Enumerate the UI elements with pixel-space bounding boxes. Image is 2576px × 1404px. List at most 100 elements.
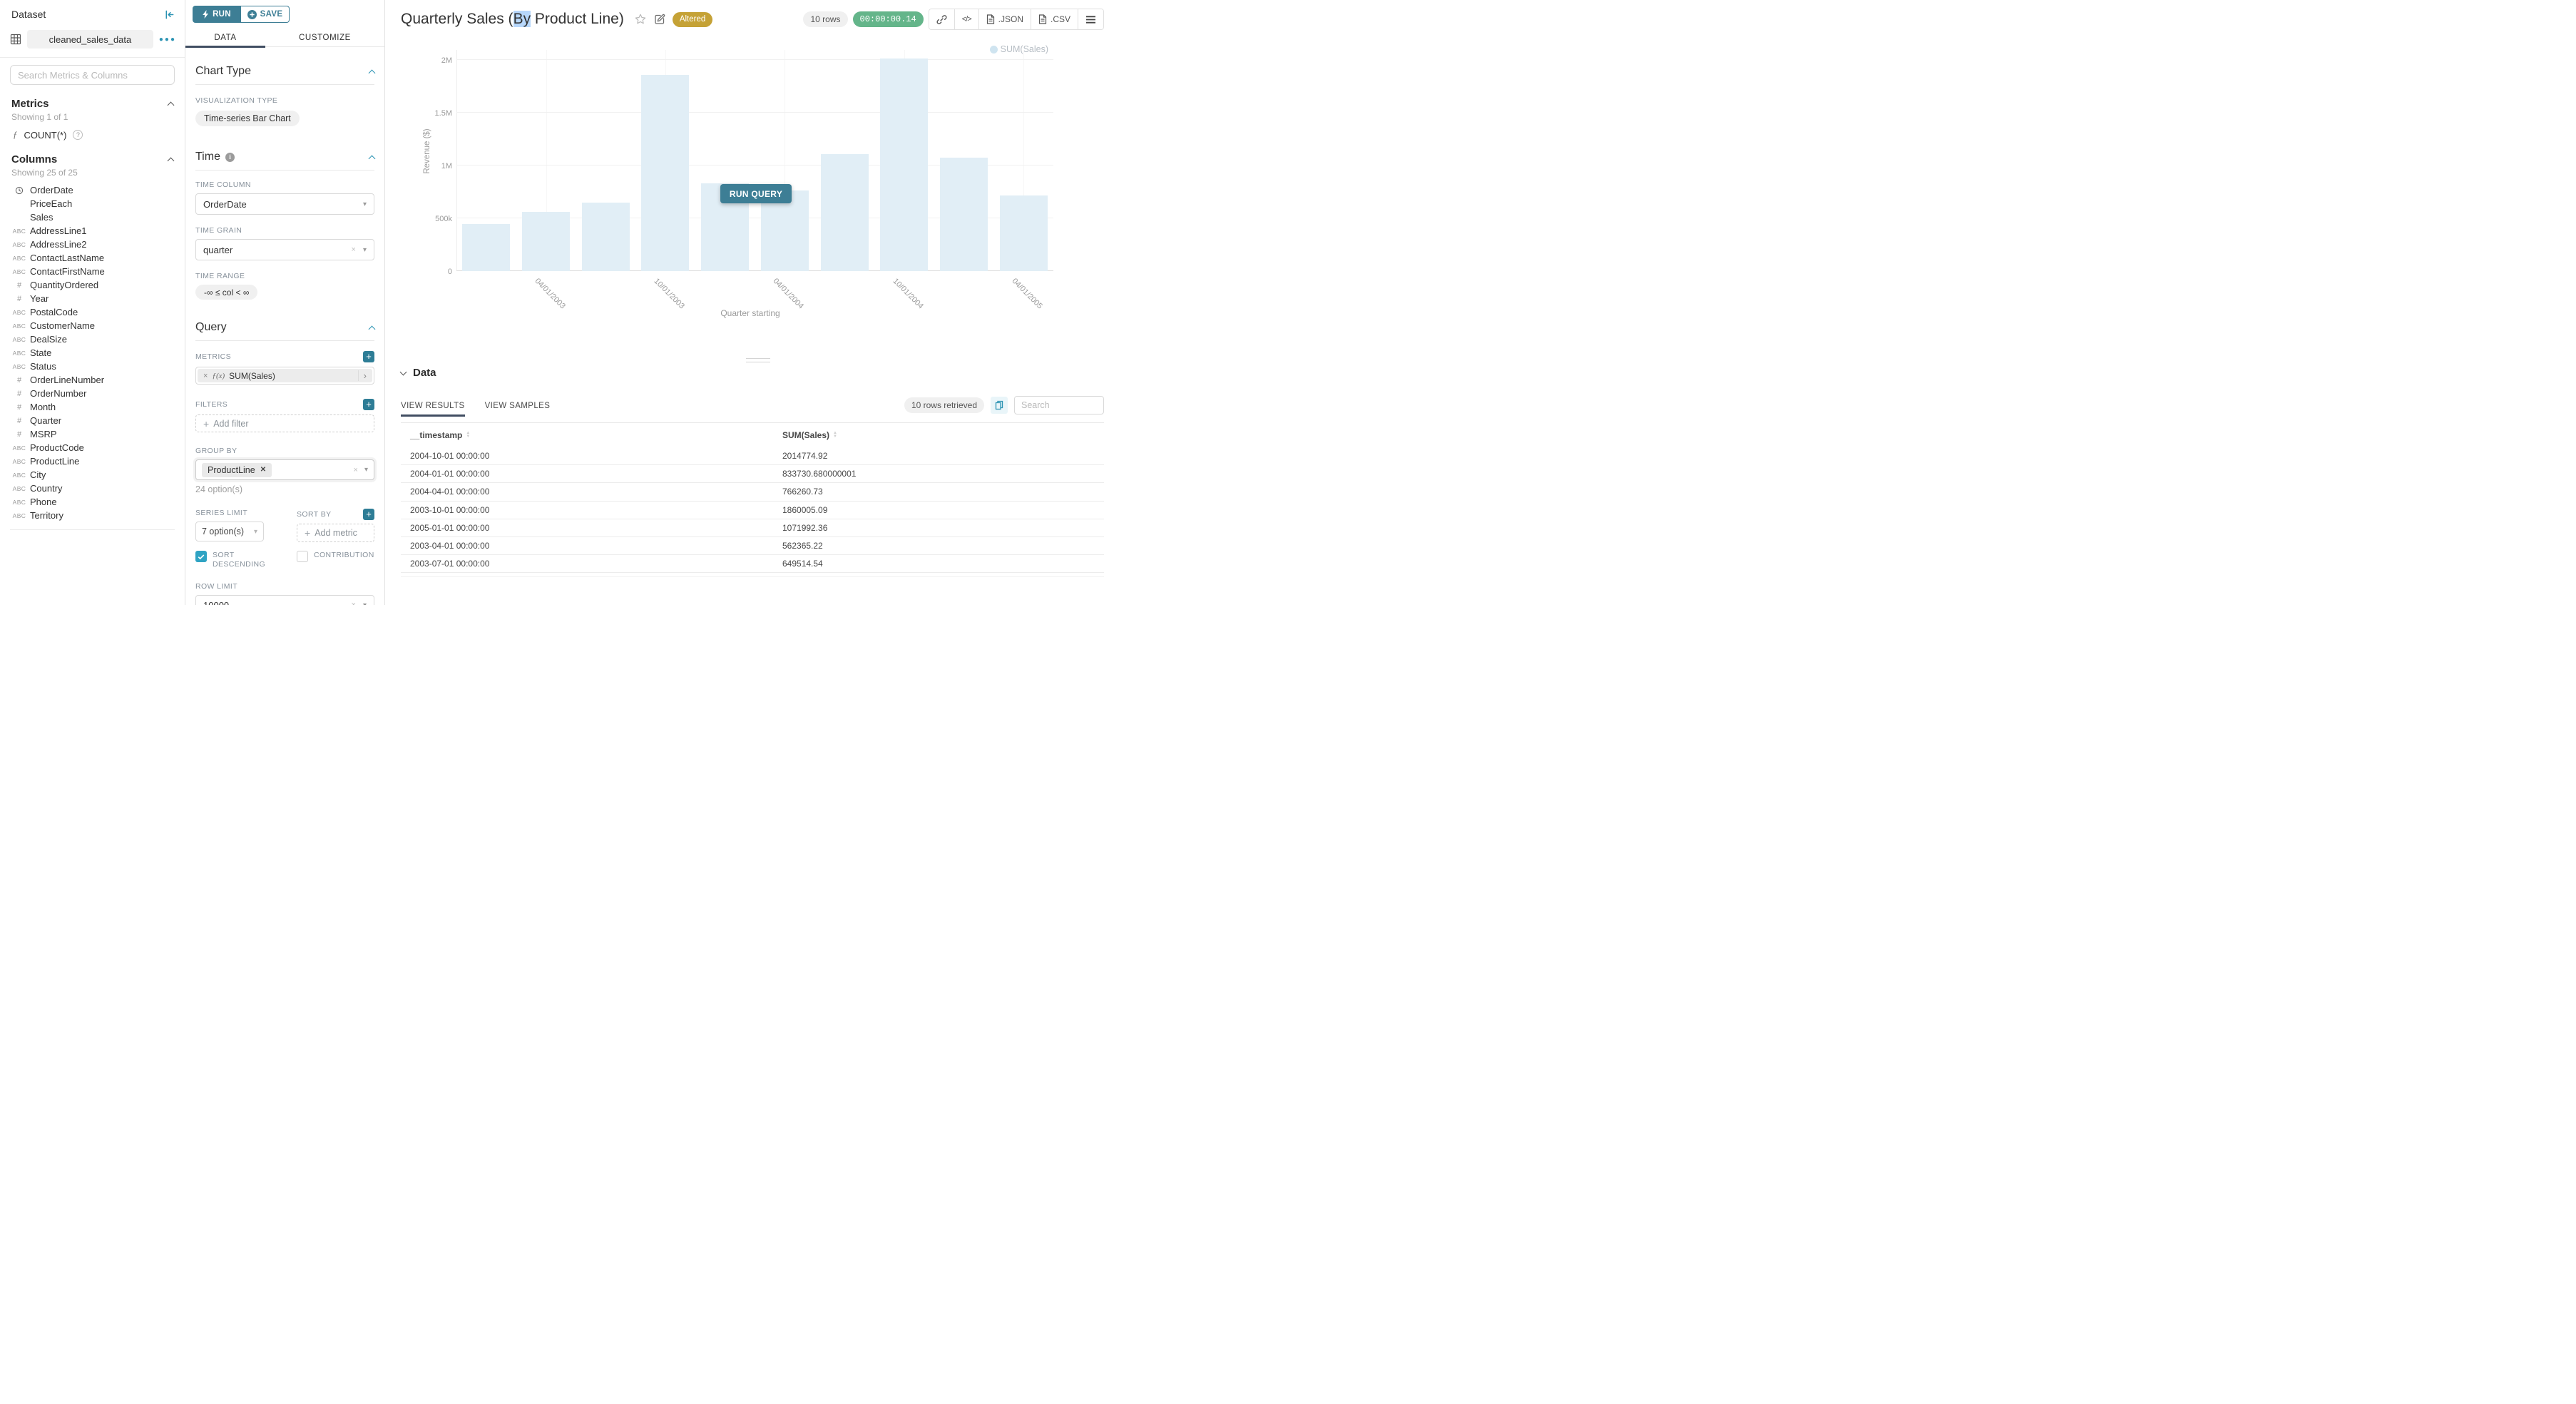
- tab-data[interactable]: DATA: [185, 29, 265, 48]
- viz-type-label: VISUALIZATION TYPE: [195, 96, 278, 105]
- bar-2005-04-01[interactable]: [999, 195, 1048, 271]
- bar-2004-04-01[interactable]: [760, 190, 809, 271]
- column-item-phone[interactable]: ABC Phone: [0, 495, 185, 509]
- export-csv-button[interactable]: .CSV: [1031, 9, 1078, 29]
- row-limit-select[interactable]: 10000 × ▾: [195, 595, 374, 605]
- embed-code-button[interactable]: </>: [954, 9, 979, 29]
- data-panel-toggle[interactable]: Data: [399, 367, 1104, 379]
- hamburger-icon: [1086, 15, 1095, 24]
- column-item-contactfirstname[interactable]: ABC ContactFirstName: [0, 265, 185, 278]
- column-item-productcode[interactable]: ABC ProductCode: [0, 441, 185, 454]
- column-item-postalcode[interactable]: ABC PostalCode: [0, 305, 185, 319]
- legend-sum-sales[interactable]: SUM(Sales): [989, 44, 1048, 54]
- altered-badge[interactable]: Altered: [672, 11, 713, 27]
- dataset-name[interactable]: cleaned_sales_data: [27, 30, 153, 49]
- more-options-menu-button[interactable]: [1078, 9, 1103, 29]
- metric-item-count[interactable]: ƒ COUNT(*) ?: [13, 129, 173, 141]
- chevron-right-icon[interactable]: ›: [357, 370, 367, 381]
- bar-2005-01-01[interactable]: [939, 158, 988, 271]
- viz-type-value[interactable]: Time-series Bar Chart: [195, 111, 300, 126]
- column-item-msrp[interactable]: # MSRP: [0, 427, 185, 441]
- column-item-orderdate[interactable]: OrderDate: [0, 183, 185, 197]
- help-icon[interactable]: ?: [73, 130, 83, 140]
- dataset-more-menu-icon[interactable]: ●●●: [158, 35, 176, 44]
- time-collapse-icon[interactable]: [368, 155, 376, 162]
- column-item-year[interactable]: # Year: [0, 292, 185, 305]
- sort-by-add-metric[interactable]: + Add metric: [297, 524, 374, 542]
- results-search-input[interactable]: [1014, 396, 1104, 414]
- clear-icon[interactable]: ×: [353, 465, 358, 474]
- favorite-star-icon[interactable]: [634, 13, 647, 26]
- abc-type-icon: ABC: [12, 498, 26, 506]
- bar-2004-07-01[interactable]: [820, 154, 869, 271]
- column-item-country[interactable]: ABC Country: [0, 482, 185, 495]
- save-button[interactable]: SAVE: [241, 6, 290, 23]
- bar-2003-04-01[interactable]: [522, 212, 571, 271]
- group-by-select[interactable]: ProductLine ✕ × ▾: [195, 459, 374, 480]
- tab-customize[interactable]: CUSTOMIZE: [299, 33, 351, 42]
- column-item-quantityordered[interactable]: # QuantityOrdered: [0, 278, 185, 292]
- add-metric-button[interactable]: +: [363, 351, 374, 362]
- export-json-button[interactable]: .JSON: [978, 9, 1031, 29]
- metrics-collapse-icon[interactable]: [167, 101, 175, 109]
- sort-icon[interactable]: ▲ ▼: [833, 431, 837, 439]
- column-item-ordernumber[interactable]: # OrderNumber: [0, 387, 185, 400]
- chart-type-collapse-icon[interactable]: [368, 69, 376, 76]
- time-grain-select[interactable]: quarter × ▾: [195, 239, 374, 260]
- column-item-territory[interactable]: ABC Territory: [0, 509, 185, 522]
- column-item-addressline1[interactable]: ABC AddressLine1: [0, 224, 185, 238]
- group-by-pill-productline[interactable]: ProductLine ✕: [202, 462, 272, 477]
- column-item-dealsize[interactable]: ABC DealSize: [0, 332, 185, 346]
- clear-icon[interactable]: ×: [351, 245, 356, 254]
- column-item-productline[interactable]: ABC ProductLine: [0, 454, 185, 468]
- bar-2003-01-01[interactable]: [462, 224, 511, 271]
- column-header-sum-sales[interactable]: SUM(Sales) ▲ ▼: [782, 430, 837, 440]
- run-query-button[interactable]: RUN QUERY: [720, 184, 792, 203]
- tab-view-results[interactable]: VIEW RESULTS: [401, 402, 465, 417]
- bar-2003-10-01[interactable]: [641, 75, 690, 271]
- column-item-contactlastname[interactable]: ABC ContactLastName: [0, 251, 185, 265]
- add-sort-metric-button[interactable]: +: [363, 509, 374, 520]
- column-item-priceeach[interactable]: PriceEach: [0, 197, 185, 210]
- remove-icon[interactable]: ✕: [260, 466, 267, 474]
- add-filter-dropzone[interactable]: + Add filter: [195, 414, 374, 432]
- sort-descending-checkbox[interactable]: [195, 551, 207, 562]
- chart-title[interactable]: Quarterly Sales (By Product Line): [401, 11, 624, 27]
- collapse-sidebar-icon[interactable]: [164, 9, 175, 20]
- edit-properties-icon[interactable]: [654, 14, 665, 25]
- remove-metric-icon[interactable]: ×: [203, 371, 208, 380]
- metric-pill-sum-sales[interactable]: × ƒ(x) SUM(Sales) ›: [198, 369, 372, 382]
- copy-data-button[interactable]: [991, 397, 1008, 414]
- column-item-addressline2[interactable]: ABC AddressLine2: [0, 238, 185, 251]
- column-item-orderlinenumber[interactable]: # OrderLineNumber: [0, 373, 185, 387]
- sort-icon[interactable]: ▲ ▼: [466, 431, 471, 439]
- column-item-city[interactable]: ABC City: [0, 468, 185, 482]
- columns-collapse-icon[interactable]: [167, 157, 175, 165]
- time-range-value[interactable]: -∞ ≤ col < ∞: [195, 285, 258, 300]
- clear-icon[interactable]: ×: [351, 601, 356, 605]
- x-axis-title: Quarter starting: [720, 308, 780, 318]
- column-item-state[interactable]: ABC State: [0, 346, 185, 360]
- run-button[interactable]: RUN: [193, 6, 241, 23]
- column-item-status[interactable]: ABC Status: [0, 360, 185, 373]
- abc-type-icon: ABC: [12, 471, 26, 479]
- column-item-customername[interactable]: ABC CustomerName: [0, 319, 185, 332]
- function-icon: ƒ: [13, 129, 18, 140]
- add-filter-button[interactable]: +: [363, 399, 374, 410]
- column-header-timestamp[interactable]: __timestamp ▲ ▼: [410, 430, 471, 440]
- legend-dot-icon: [989, 45, 998, 54]
- time-column-select[interactable]: OrderDate ▾: [195, 193, 374, 215]
- column-item-sales[interactable]: Sales: [0, 210, 185, 224]
- series-limit-select[interactable]: 7 option(s) ▾: [195, 522, 264, 541]
- bar-2003-07-01[interactable]: [581, 203, 630, 271]
- column-item-month[interactable]: # Month: [0, 400, 185, 414]
- column-item-quarter[interactable]: # Quarter: [0, 414, 185, 427]
- tab-view-samples[interactable]: VIEW SAMPLES: [484, 402, 551, 410]
- share-link-button[interactable]: [929, 9, 955, 29]
- contribution-checkbox[interactable]: [297, 551, 308, 562]
- query-collapse-icon[interactable]: [368, 325, 376, 332]
- panel-resize-handle[interactable]: [746, 358, 770, 365]
- search-metrics-columns-input[interactable]: [10, 65, 175, 85]
- abc-type-icon: ABC: [12, 240, 26, 248]
- bar-2004-10-01[interactable]: [880, 58, 929, 271]
